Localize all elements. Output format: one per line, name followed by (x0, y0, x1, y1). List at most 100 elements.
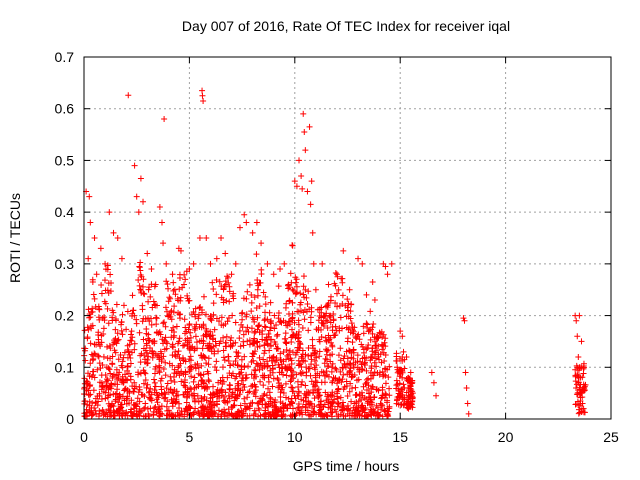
data-point (231, 397, 238, 404)
data-point (428, 369, 435, 376)
data-point (164, 398, 171, 405)
data-point (270, 271, 277, 278)
data-point (168, 327, 175, 334)
data-point (358, 361, 365, 368)
data-point (283, 346, 290, 353)
data-point (167, 295, 174, 302)
data-point (339, 376, 346, 383)
data-point (129, 334, 136, 341)
data-point (289, 333, 296, 340)
data-point (156, 203, 163, 210)
data-point (394, 393, 401, 400)
data-point (218, 235, 225, 241)
data-point (98, 290, 105, 297)
data-point (261, 347, 268, 354)
data-point (222, 250, 229, 257)
data-point (292, 291, 299, 298)
data-point (200, 97, 207, 104)
data-point (221, 357, 228, 364)
data-point (381, 339, 388, 346)
data-point (89, 305, 96, 312)
data-point (261, 342, 268, 349)
data-point (226, 381, 233, 388)
data-point (87, 219, 94, 226)
data-point (225, 353, 232, 360)
data-point (238, 356, 245, 363)
data-point (220, 398, 227, 405)
data-point (170, 287, 177, 294)
data-point (578, 338, 585, 345)
data-point (287, 270, 294, 277)
data-point (146, 284, 153, 291)
data-point (167, 313, 174, 320)
data-point (272, 341, 279, 348)
data-point (346, 286, 353, 293)
data-point (138, 350, 145, 357)
data-point (384, 411, 391, 418)
data-point (257, 398, 264, 405)
data-point (300, 283, 307, 290)
data-point (307, 319, 314, 326)
data-point (433, 392, 440, 399)
data-point (309, 342, 316, 349)
data-point (364, 400, 371, 407)
data-point (108, 385, 115, 392)
data-point (191, 374, 198, 381)
data-point (369, 345, 376, 352)
data-point (347, 308, 354, 315)
data-point (192, 361, 199, 368)
data-point (85, 306, 92, 313)
data-point (269, 402, 276, 409)
data-point (109, 360, 116, 367)
data-point (251, 318, 258, 325)
data-point (136, 386, 143, 393)
data-point (400, 381, 407, 388)
data-point (103, 378, 110, 385)
data-point (285, 395, 292, 402)
data-point (238, 310, 245, 317)
data-point (253, 219, 260, 226)
data-point (162, 304, 169, 311)
data-point (228, 271, 235, 278)
data-point (303, 308, 310, 315)
data-point (262, 324, 269, 331)
data-point (207, 260, 214, 267)
y-tick-label: 0.7 (55, 49, 75, 65)
data-point (173, 323, 180, 330)
data-point (311, 364, 318, 371)
data-point (330, 317, 337, 324)
data-point (331, 396, 338, 403)
data-point (216, 395, 223, 402)
data-point (109, 314, 116, 321)
data-point (258, 270, 265, 277)
data-point (97, 245, 104, 252)
data-point (265, 333, 272, 340)
data-point (228, 411, 235, 418)
data-point (329, 364, 336, 371)
data-point (225, 392, 232, 399)
data-point (407, 383, 414, 390)
data-point (152, 404, 159, 411)
data-point (230, 361, 237, 368)
data-point (91, 235, 98, 241)
data-point (196, 338, 203, 345)
data-point (213, 398, 220, 405)
data-point (275, 315, 282, 322)
data-point (128, 337, 135, 344)
data-point (363, 346, 370, 353)
data-point (306, 123, 313, 130)
data-point (244, 338, 251, 345)
data-point (89, 357, 96, 364)
data-point (107, 288, 114, 295)
data-point (375, 353, 382, 360)
data-point (360, 349, 367, 356)
data-point (236, 371, 243, 378)
data-point (85, 255, 92, 262)
data-point (81, 327, 88, 334)
data-point (134, 395, 141, 402)
data-point (229, 312, 236, 319)
data-point (371, 408, 378, 415)
data-point (193, 339, 200, 346)
x-axis-label: GPS time / hours (293, 458, 400, 474)
data-point (288, 367, 295, 374)
